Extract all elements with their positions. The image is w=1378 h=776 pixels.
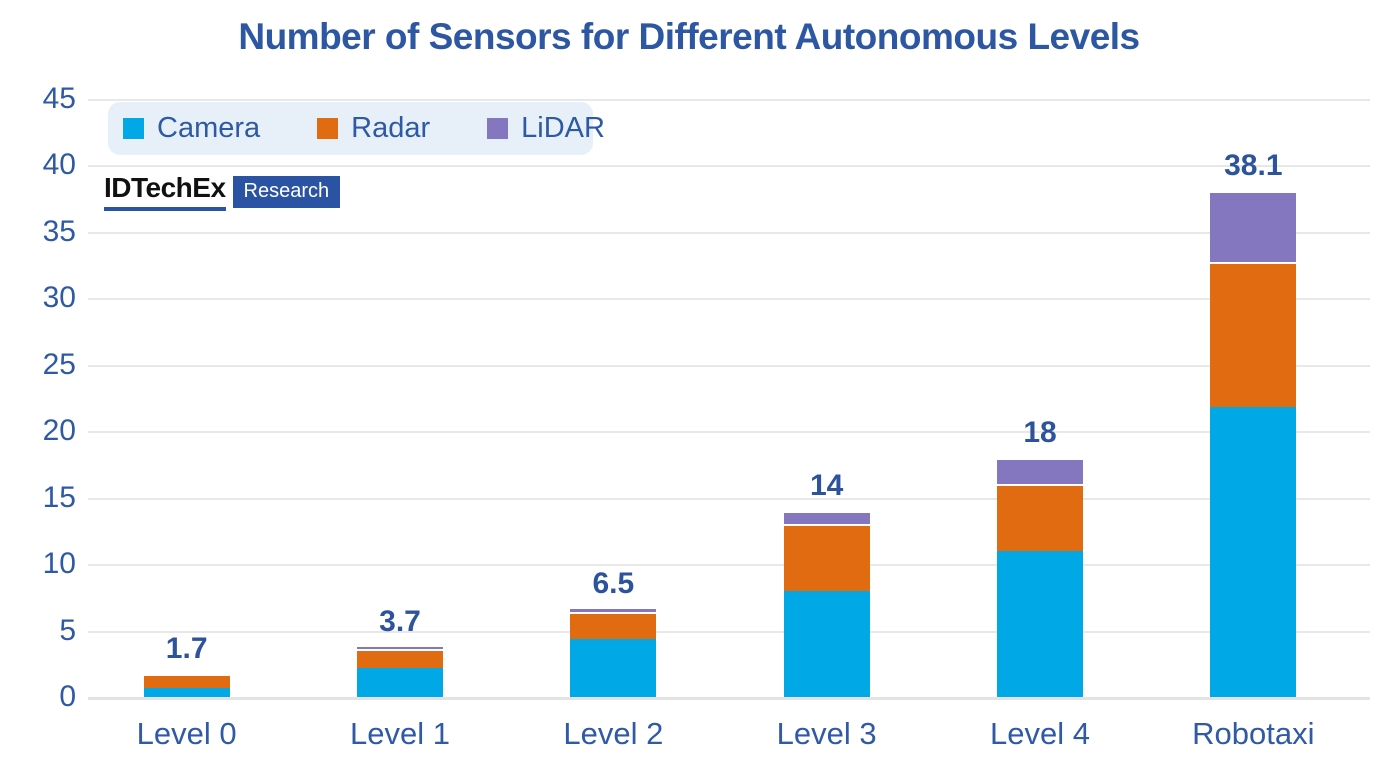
gridline (88, 99, 1370, 101)
bar-segment-radar (783, 524, 870, 591)
gridline (88, 630, 1370, 633)
legend-item-camera: Camera (123, 112, 260, 145)
y-tick-label: 15 (42, 480, 76, 514)
gridline (88, 231, 1370, 234)
legend-swatch-lidar-icon (487, 118, 509, 139)
bar-segment-lidar (1210, 190, 1297, 263)
x-axis-label: Level 2 (563, 716, 664, 751)
bar-segment-radar (997, 484, 1083, 551)
bar-total-label: 14 (809, 468, 844, 502)
gridline (88, 298, 1370, 301)
legend: Camera Radar LiDAR (108, 102, 605, 155)
legend-item-lidar: LiDAR (487, 112, 605, 145)
idtechex-research-badge: Research (232, 175, 341, 208)
y-tick-label: 35 (42, 214, 76, 248)
legend-label: LiDAR (521, 112, 605, 144)
bar-total-label: 1.7 (165, 632, 208, 666)
gridline (88, 697, 1370, 700)
gridline (88, 165, 1370, 168)
x-axis-label: Level 1 (350, 716, 450, 751)
bar-segment-lidar (997, 457, 1083, 485)
bar-total-label: 3.7 (379, 604, 421, 638)
gridline (88, 431, 1370, 434)
legend-label: Radar (351, 112, 431, 144)
legend-swatch-camera-icon (123, 118, 144, 139)
bar-segment-lidar (570, 609, 657, 612)
y-tick-label: 40 (42, 148, 76, 182)
legend-swatch-radar-icon (317, 118, 339, 139)
bar-total-label: 6.5 (592, 567, 635, 601)
x-axis-label: Level 0 (136, 716, 237, 751)
bar-segment-camera (1210, 407, 1297, 697)
x-axis-label: Level 3 (776, 716, 877, 751)
bar-segment-camera (143, 687, 230, 697)
y-tick-label: 10 (42, 547, 76, 581)
bar-segment-camera (570, 638, 657, 697)
bar-segment-camera (783, 590, 870, 697)
bar-segment-lidar (357, 646, 443, 650)
legend-label: Camera (157, 112, 261, 144)
y-tick-label: 5 (59, 613, 76, 647)
chart-title: Number of Sensors for Different Autonomo… (238, 16, 1140, 57)
bar-segment-radar (570, 611, 657, 639)
bar-segment-lidar (783, 510, 870, 525)
gridline (88, 364, 1370, 367)
y-tick-label: 20 (42, 414, 76, 448)
bar-segment-radar (1210, 262, 1297, 408)
gridline (88, 564, 1370, 567)
y-tick-label: 30 (42, 281, 76, 315)
bar-segment-radar (143, 674, 230, 688)
idtechex-logo: IDTechEx Research (104, 172, 341, 211)
x-axis-label: Robotaxi (1192, 716, 1315, 751)
gridline (88, 497, 1370, 500)
bar-segment-radar (357, 649, 443, 668)
y-tick-label: 25 (42, 347, 76, 381)
bar-total-label: 38.1 (1224, 148, 1283, 182)
x-axis-label: Level 4 (990, 716, 1090, 751)
bar-segment-camera (357, 667, 443, 697)
y-tick-label: 0 (59, 680, 76, 713)
bar-total-label: 18 (1023, 415, 1057, 449)
idtechex-logo-text: IDTechEx (104, 172, 226, 211)
legend-item-radar: Radar (317, 112, 430, 145)
y-tick-label: 45 (42, 82, 76, 115)
bar-segment-camera (997, 550, 1083, 697)
